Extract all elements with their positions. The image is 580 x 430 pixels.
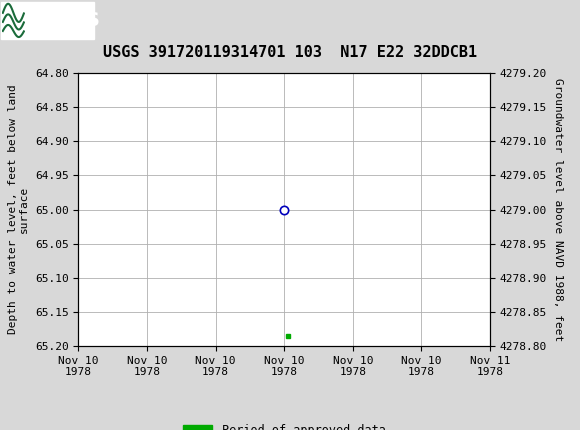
Y-axis label: Groundwater level above NAVD 1988, feet: Groundwater level above NAVD 1988, feet <box>553 78 563 341</box>
Y-axis label: Depth to water level, feet below land
surface: Depth to water level, feet below land su… <box>8 85 29 335</box>
Legend: Period of approved data: Period of approved data <box>178 419 390 430</box>
Text: USGS: USGS <box>41 11 100 30</box>
Bar <box>1 2 94 39</box>
Text: USGS 391720119314701 103  N17 E22 32DDCB1: USGS 391720119314701 103 N17 E22 32DDCB1 <box>103 45 477 60</box>
